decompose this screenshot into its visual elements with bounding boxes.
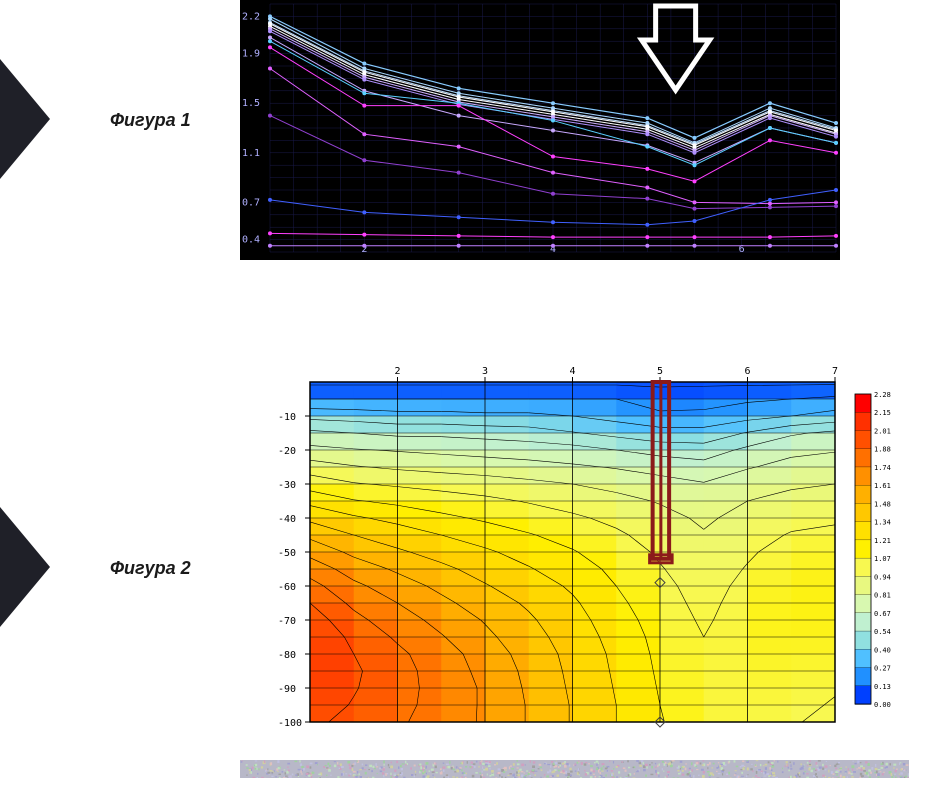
svg-text:1.07: 1.07 — [874, 555, 891, 563]
svg-text:0.54: 0.54 — [874, 628, 891, 636]
svg-text:1.1: 1.1 — [242, 148, 260, 159]
svg-text:-80: -80 — [278, 650, 296, 661]
svg-text:0.27: 0.27 — [874, 665, 891, 673]
svg-text:-70: -70 — [278, 616, 296, 627]
svg-text:5: 5 — [657, 366, 663, 377]
svg-text:-90: -90 — [278, 684, 296, 695]
svg-text:-40: -40 — [278, 514, 296, 525]
svg-text:-20: -20 — [278, 446, 296, 457]
svg-text:3: 3 — [482, 366, 488, 377]
svg-text:-50: -50 — [278, 548, 296, 559]
svg-text:1.74: 1.74 — [874, 464, 891, 472]
svg-text:0.13: 0.13 — [874, 683, 891, 691]
svg-text:0.94: 0.94 — [874, 573, 891, 581]
svg-text:-100: -100 — [278, 718, 302, 729]
svg-text:6: 6 — [745, 366, 751, 377]
svg-text:0.4: 0.4 — [242, 235, 260, 246]
svg-text:4: 4 — [570, 366, 576, 377]
svg-text:1.5: 1.5 — [242, 98, 260, 109]
pentagon-arrow-icon — [0, 507, 120, 631]
svg-text:0.81: 0.81 — [874, 592, 891, 600]
svg-text:0.00: 0.00 — [874, 701, 891, 709]
svg-text:1.88: 1.88 — [874, 446, 891, 454]
svg-text:2.28: 2.28 — [874, 391, 891, 399]
figure1-label: Фигура 1 — [110, 110, 191, 131]
svg-text:1.21: 1.21 — [874, 537, 891, 545]
svg-text:1.9: 1.9 — [242, 49, 260, 60]
noise-strip — [240, 760, 909, 778]
svg-text:0.67: 0.67 — [874, 610, 891, 618]
figure2-label-arrow: Фигура 2 — [0, 558, 81, 579]
svg-text:-10: -10 — [278, 412, 296, 423]
svg-text:1.61: 1.61 — [874, 482, 891, 490]
svg-text:0.40: 0.40 — [874, 646, 891, 654]
svg-text:1.34: 1.34 — [874, 519, 891, 527]
pentagon-arrow-icon — [0, 59, 120, 183]
svg-text:7: 7 — [832, 366, 838, 377]
svg-text:-60: -60 — [278, 582, 296, 593]
svg-text:-30: -30 — [278, 480, 296, 491]
svg-text:2.01: 2.01 — [874, 427, 891, 435]
line-chart-figure1: 0.40.71.11.51.92.2246 — [240, 0, 840, 260]
heatmap-chart-figure2: 2 3 4 5 6 7 -10 -20 -30 -40 -50 -60 -70 -80 -90 -100 2.2… — [255, 360, 909, 730]
svg-text:1.48: 1.48 — [874, 500, 891, 508]
svg-text:2: 2 — [395, 366, 401, 377]
svg-text:2.15: 2.15 — [874, 409, 891, 417]
figure1-label-arrow: Фигура 1 — [0, 110, 81, 131]
svg-text:2.2: 2.2 — [242, 11, 260, 22]
figure2-label: Фигура 2 — [110, 558, 191, 579]
svg-text:0.7: 0.7 — [242, 197, 260, 208]
